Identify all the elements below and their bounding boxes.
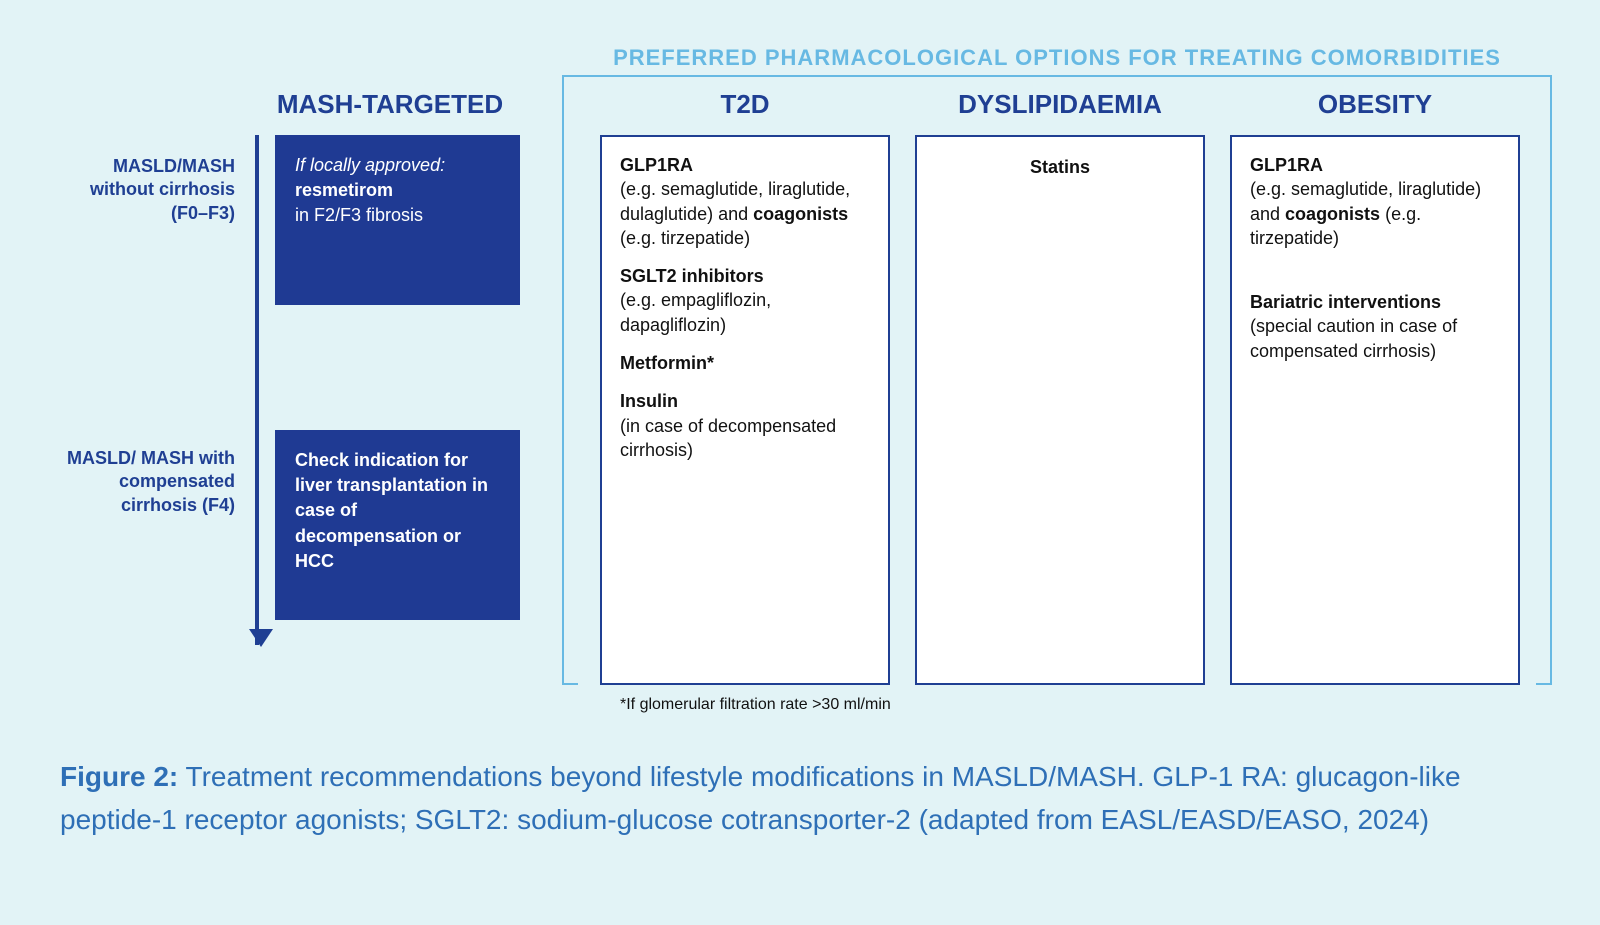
t2d-insulin: Insulin (in case of decompensated cirrho…	[620, 389, 870, 462]
obesity-glp1ra: GLP1RA (e.g. semaglutide, liraglutide) a…	[1250, 153, 1500, 250]
t2d-sglt2: SGLT2 inhibitors (e.g. empagliflozin, da…	[620, 264, 870, 337]
dys-statins: Statins	[1030, 155, 1090, 179]
column-header-dyslipidaemia: DYSLIPIDAEMIA	[915, 89, 1205, 120]
option-box-dyslipidaemia: Statins	[915, 135, 1205, 685]
option-box-obesity: GLP1RA (e.g. semaglutide, liraglutide) a…	[1230, 135, 1520, 685]
t2d-coagonists-rest: (e.g. tirzepatide)	[620, 228, 750, 248]
mash-box1-line3: in F2/F3 fibrosis	[295, 203, 500, 228]
row-label-compensated-cirrhosis: MASLD/ MASH with compensated cirrhosis (…	[60, 447, 235, 517]
column-header-t2d: T2D	[600, 89, 890, 120]
obesity-bariatric-rest: (special caution in case of compensated …	[1250, 316, 1457, 360]
preferred-options-title: PREFERRED PHARMACOLOGICAL OPTIONS FOR TR…	[572, 45, 1542, 71]
t2d-sglt2-rest: (e.g. empagliflozin, dapagliflozin)	[620, 290, 771, 334]
obesity-bariatric: Bariatric interventions (special caution…	[1250, 290, 1500, 363]
obesity-bariatric-bold: Bariatric interventions	[1250, 292, 1441, 312]
figure-caption-body: Treatment recommendations beyond lifesty…	[60, 761, 1461, 835]
column-header-obesity: OBESITY	[1230, 89, 1520, 120]
obesity-glp1ra-bold: GLP1RA	[1250, 155, 1323, 175]
t2d-metformin-bold: Metformin*	[620, 353, 714, 373]
footnote-metformin: *If glomerular filtration rate >30 ml/mi…	[620, 695, 891, 716]
mash-box2-text: Check indication for liver transplantati…	[295, 448, 500, 574]
figure-caption: Figure 2: Treatment recommendations beyo…	[60, 755, 1520, 842]
column-header-mash: MASH-TARGETED	[260, 89, 520, 120]
t2d-metformin: Metformin*	[620, 351, 870, 375]
obesity-coagonists-bold: coagonists	[1285, 204, 1380, 224]
mash-targeted-box-f4: Check indication for liver transplantati…	[275, 430, 520, 620]
row-label-without-cirrhosis: MASLD/MASH without cirrhosis (F0–F3)	[60, 155, 235, 225]
mash-targeted-box-f0-f3: If locally approved: resmetirom in F2/F3…	[275, 135, 520, 305]
progression-arrow-icon	[255, 135, 259, 645]
t2d-glp1ra: GLP1RA (e.g. semaglutide, liraglutide, d…	[620, 153, 870, 250]
t2d-sglt2-bold: SGLT2 inhibitors	[620, 266, 764, 286]
mash-box1-line2: resmetirom	[295, 178, 500, 203]
t2d-insulin-rest: (in case of decompensated cirrhosis)	[620, 416, 836, 460]
mash-box1-line1: If locally approved:	[295, 153, 500, 178]
option-box-t2d: GLP1RA (e.g. semaglutide, liraglutide, d…	[600, 135, 890, 685]
t2d-coagonists-bold: coagonists	[753, 204, 848, 224]
figure-caption-lead: Figure 2:	[60, 761, 178, 792]
t2d-glp1ra-bold: GLP1RA	[620, 155, 693, 175]
figure-diagram: PREFERRED PHARMACOLOGICAL OPTIONS FOR TR…	[60, 45, 1540, 725]
t2d-insulin-bold: Insulin	[620, 391, 678, 411]
